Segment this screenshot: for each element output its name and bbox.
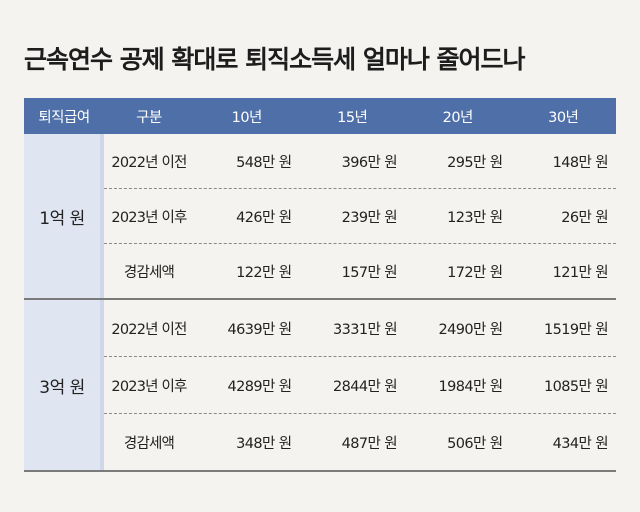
table-cell: 1085만 원 xyxy=(544,378,609,395)
header-cell-20y: 20년 xyxy=(442,109,474,126)
header-cell-retirement-pay: 퇴직급여 xyxy=(38,109,90,126)
row-label: 2022년 이전 xyxy=(111,321,187,338)
table-row: 2022년 이전 548만 원 396만 원 295만 원 148만 원 xyxy=(104,134,616,189)
table-cell: 548만 원 xyxy=(236,154,292,171)
header-cell-10y: 10년 xyxy=(231,109,263,126)
row-label: 2023년 이후 xyxy=(111,378,187,395)
tax-table: 퇴직급여 구분 10년 15년 20년 30년 1억 원 2022년 이전 54… xyxy=(24,98,616,472)
table-cell: 396만 원 xyxy=(341,154,398,171)
table-row: 2022년 이전 4639만 원 3331만 원 2490만 원 1519만 원 xyxy=(104,300,616,357)
table-cell: 348만 원 xyxy=(236,435,292,452)
table-cell: 239만 원 xyxy=(341,209,398,226)
table-cell: 426만 원 xyxy=(236,209,292,226)
table-cell: 295만 원 xyxy=(447,154,503,171)
header-cell-15y: 15년 xyxy=(337,109,368,126)
table-row: 경감세액 122만 원 157만 원 172만 원 121만 원 xyxy=(104,244,616,298)
table-cell: 148만 원 xyxy=(552,154,609,171)
table-bottom-rule xyxy=(24,470,616,472)
row-label: 경감세액 xyxy=(123,435,175,452)
table-cell: 4639만 원 xyxy=(227,321,293,338)
header-cell-30y: 30년 xyxy=(548,109,579,126)
table-cell: 4289만 원 xyxy=(227,378,293,395)
table-cell: 487만 원 xyxy=(341,435,398,452)
group-100m: 1억 원 2022년 이전 548만 원 396만 원 295만 원 148만 … xyxy=(24,134,616,298)
table-cell: 506만 원 xyxy=(447,435,503,452)
table-row: 2023년 이후 426만 원 239만 원 123만 원 26만 원 xyxy=(104,189,616,244)
table-cell: 2844만 원 xyxy=(333,378,398,395)
header-cell-category: 구분 xyxy=(136,109,162,126)
group-label: 1억 원 xyxy=(24,134,104,298)
row-label: 2023년 이후 xyxy=(111,209,187,226)
table-cell: 26만 원 xyxy=(561,209,608,226)
table-cell: 3331만 원 xyxy=(333,321,398,338)
table-header: 퇴직급여 구분 10년 15년 20년 30년 xyxy=(24,98,616,134)
row-label: 2022년 이전 xyxy=(111,154,187,171)
table-row: 경감세액 348만 원 487만 원 506만 원 434만 원 xyxy=(104,414,616,470)
group-300m: 3억 원 2022년 이전 4639만 원 3331만 원 2490만 원 15… xyxy=(24,300,616,470)
table-cell: 434만 원 xyxy=(552,435,609,452)
table-row: 2023년 이후 4289만 원 2844만 원 1984만 원 1085만 원 xyxy=(104,357,616,414)
table-cell: 123만 원 xyxy=(447,209,503,226)
group-divider xyxy=(24,298,616,300)
table-cell: 1519만 원 xyxy=(544,321,609,338)
table-cell: 2490만 원 xyxy=(438,321,504,338)
table-cell: 157만 원 xyxy=(341,264,398,281)
table-cell: 121만 원 xyxy=(552,264,609,281)
table-cell: 172만 원 xyxy=(447,264,503,281)
group-label: 3억 원 xyxy=(24,300,104,470)
table-cell: 122만 원 xyxy=(236,264,292,281)
page-title: 근속연수 공제 확대로 퇴직소득세 얼마나 줄어드나 xyxy=(24,45,526,74)
table-cell: 1984만 원 xyxy=(438,378,504,395)
row-label: 경감세액 xyxy=(123,264,175,281)
